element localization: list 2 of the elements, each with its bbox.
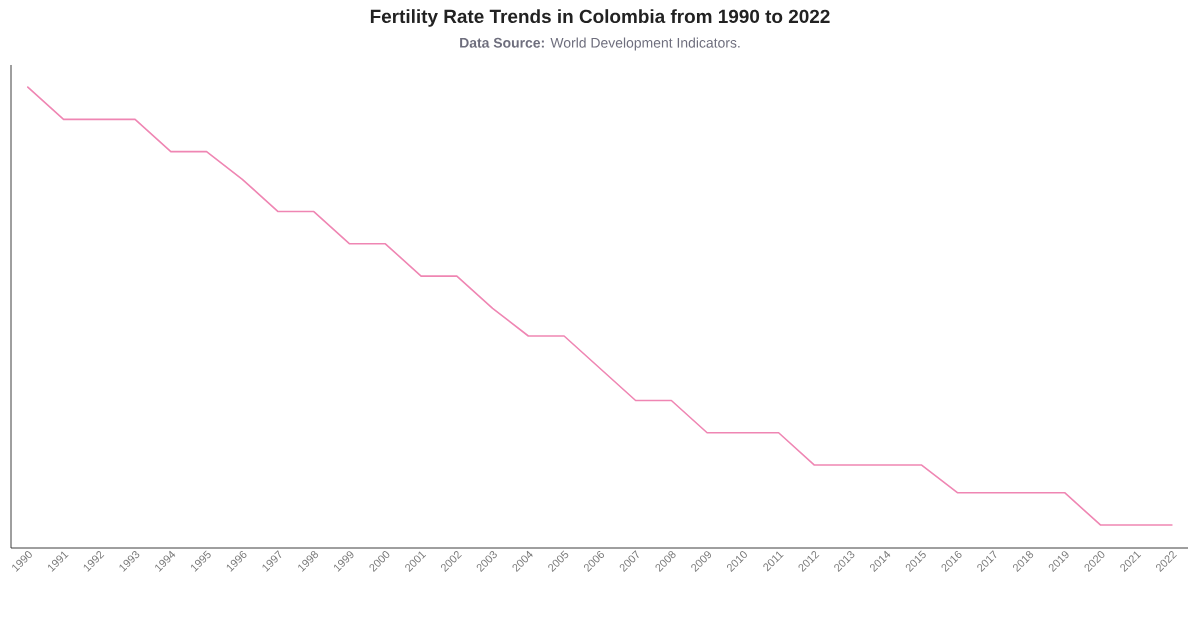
chart-subtitle: Data Source: World Development Indicators.: [460, 37, 740, 51]
chart-title: Fertility Rate Trends in Colombia from 1990 to 2022: [370, 9, 830, 27]
